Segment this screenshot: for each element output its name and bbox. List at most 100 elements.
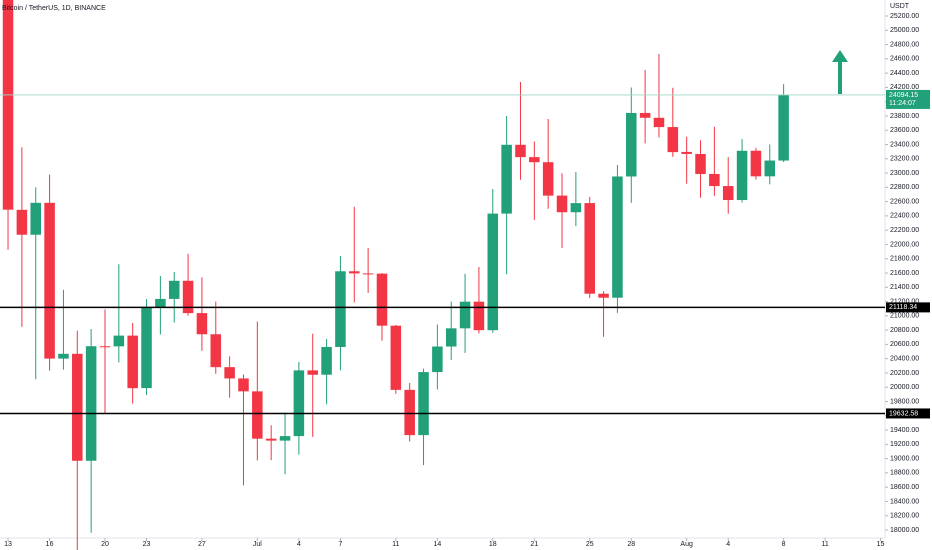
x-tick-label: 25: [586, 541, 594, 548]
candle-body: [182, 280, 194, 314]
candle-body: [570, 203, 582, 213]
candle-body: [501, 144, 512, 214]
candle-body: [653, 117, 665, 128]
candle-body: [168, 280, 180, 299]
last-price-label: 24094.15: [889, 92, 918, 99]
candle-body: [750, 150, 762, 177]
y-tick-label: 22600.00: [890, 198, 919, 205]
y-tick-label: 20600.00: [890, 341, 919, 348]
y-tick-label: 21800.00: [890, 256, 919, 263]
level-label: 19632.58: [889, 410, 918, 417]
x-tick-label: 14: [433, 541, 441, 548]
level-label-box: [886, 408, 930, 419]
y-tick-label: 22400.00: [890, 213, 919, 220]
y-tick-label: 25200.00: [890, 13, 919, 20]
y-tick-label: 19400.00: [890, 427, 919, 434]
candle-body: [736, 150, 748, 201]
candle-body: [58, 353, 69, 359]
candle-body: [210, 334, 222, 368]
y-tick-label: 19800.00: [890, 398, 919, 405]
candle-body: [473, 301, 485, 331]
x-tick-label: 4: [726, 541, 730, 548]
y-tick-label: 21600.00: [890, 270, 919, 277]
plot-area: [0, 0, 885, 550]
candle-body: [155, 298, 166, 308]
candle-body: [709, 173, 720, 187]
candle-body: [141, 307, 152, 389]
candle-body: [362, 273, 374, 275]
candle-body: [113, 335, 125, 347]
candle-body: [252, 391, 263, 439]
candle-body: [584, 203, 595, 294]
last-price-box: [886, 89, 930, 109]
y-tick-label: 24800.00: [890, 41, 919, 48]
x-tick-label: 27: [198, 541, 206, 548]
x-tick-label: 23: [143, 541, 151, 548]
y-tick-label: 23800.00: [890, 113, 919, 120]
candle-body: [293, 370, 305, 437]
y-tick-label: 21200.00: [890, 298, 919, 305]
y-tick-label: 19000.00: [890, 455, 919, 462]
candle-body: [30, 202, 41, 235]
countdown-label: 11:24:07: [889, 100, 916, 107]
level-label: 21118.34: [889, 304, 917, 311]
y-unit: USDT: [890, 3, 910, 10]
candle-body: [487, 213, 499, 331]
candle-body: [667, 127, 679, 153]
candle-body: [16, 209, 28, 235]
y-tick-label: 25000.00: [890, 27, 919, 34]
y-tick-label: 18400.00: [890, 498, 919, 505]
candle-body: [639, 112, 651, 118]
candle-body: [44, 202, 55, 359]
y-tick-label: 18000.00: [890, 527, 919, 534]
x-tick-label: Aug: [680, 541, 693, 548]
y-tick-label: 22000.00: [890, 241, 919, 248]
x-tick-label: Jul: [253, 541, 262, 548]
y-tick-label: 19200.00: [890, 441, 919, 448]
candle-body: [445, 328, 457, 347]
candle-body: [529, 157, 540, 163]
x-tick-label: 21: [530, 541, 538, 548]
y-tick-label: 22800.00: [890, 184, 919, 191]
candle-body: [722, 186, 734, 201]
y-tick-label: 20800.00: [890, 327, 919, 334]
candle-body: [598, 293, 609, 298]
x-tick-label: 4: [297, 541, 301, 548]
candle-body: [626, 112, 637, 177]
x-tick-label: 28: [627, 541, 635, 548]
y-tick-label: 20200.00: [890, 370, 919, 377]
x-tick-label: 18: [489, 541, 497, 548]
candle-body: [335, 271, 346, 347]
candle-body: [418, 372, 429, 436]
y-tick-label: 23400.00: [890, 141, 919, 148]
candle-body: [432, 346, 443, 373]
candle-body: [764, 160, 776, 177]
candle-body: [2, 0, 14, 210]
candle-body: [542, 162, 554, 196]
x-tick-label: 13: [4, 541, 12, 548]
candle-body: [459, 301, 471, 329]
candle-body: [265, 438, 277, 441]
y-tick-label: 18600.00: [890, 484, 919, 491]
x-tick-label: 7: [338, 541, 342, 548]
candle-body: [196, 313, 208, 335]
y-tick-label: 23600.00: [890, 127, 919, 134]
candle-body: [515, 144, 526, 158]
y-tick-label: 18200.00: [890, 513, 919, 520]
candle-body: [85, 346, 97, 461]
candle-body: [72, 353, 83, 461]
y-tick-label: 23000.00: [890, 170, 919, 177]
candle-body: [224, 367, 235, 379]
y-tick-label: 22200.00: [890, 227, 919, 234]
candle-body: [349, 271, 360, 274]
x-tick-label: 20: [101, 541, 109, 548]
y-tick-label: 24400.00: [890, 70, 919, 77]
candle-body: [376, 273, 388, 326]
candle-body: [612, 176, 623, 298]
x-tick-label: 16: [46, 541, 54, 548]
candle-body: [279, 436, 291, 441]
candle-body: [321, 346, 332, 375]
candle-body: [778, 94, 789, 161]
